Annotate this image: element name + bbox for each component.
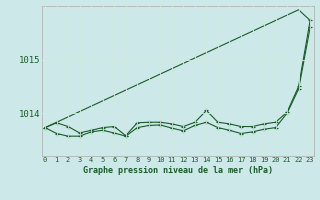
X-axis label: Graphe pression niveau de la mer (hPa): Graphe pression niveau de la mer (hPa) bbox=[83, 166, 273, 175]
